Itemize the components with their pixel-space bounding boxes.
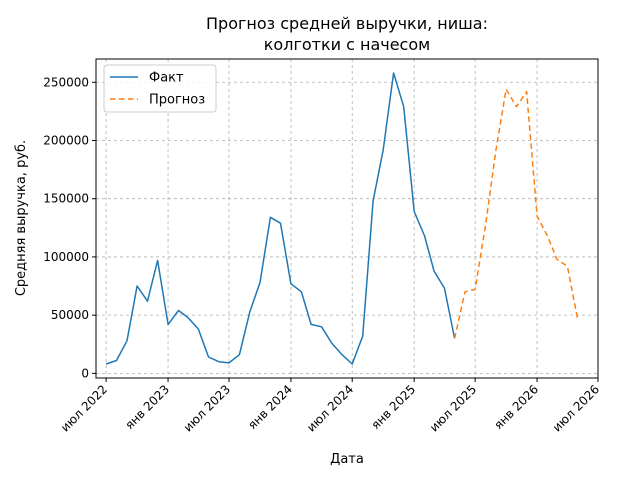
series-line-actual (105, 72, 456, 365)
chart-title-line-2: колготки с начесом (264, 35, 430, 54)
y-tick-label: 150000 (43, 192, 89, 206)
series-line-forecast (453, 88, 579, 339)
y-tick-label: 100000 (43, 250, 89, 264)
x-axis-label: Дата (330, 452, 364, 467)
y-tick-label: 250000 (43, 75, 89, 89)
y-axis-label: Средняя выручка, руб. (14, 140, 29, 296)
x-tick-label: янв 2024 (245, 382, 295, 432)
y-tick-label: 0 (81, 366, 89, 380)
series-layer (105, 72, 579, 365)
x-tick-label: янв 2023 (122, 382, 172, 432)
y-tick-label: 50000 (51, 308, 89, 322)
x-tick-label: июл 2025 (427, 382, 479, 434)
x-tick-label: июл 2023 (181, 382, 233, 434)
x-tick-label: янв 2025 (368, 382, 418, 432)
x-tick-label: июл 2026 (550, 382, 602, 434)
legend: Факт Прогноз (103, 64, 217, 113)
y-tick-label: 200000 (43, 133, 89, 147)
x-tick-label: июл 2022 (58, 382, 110, 434)
x-tick-label: июл 2024 (304, 382, 356, 434)
chart-title-line-1: Прогноз средней выручки, ниша: (206, 14, 488, 33)
legend-label-actual: Факт (149, 71, 184, 86)
legend-label-forecast: Прогноз (149, 93, 205, 108)
plot-frame (95, 58, 599, 379)
x-tick-label: янв 2026 (491, 382, 541, 432)
